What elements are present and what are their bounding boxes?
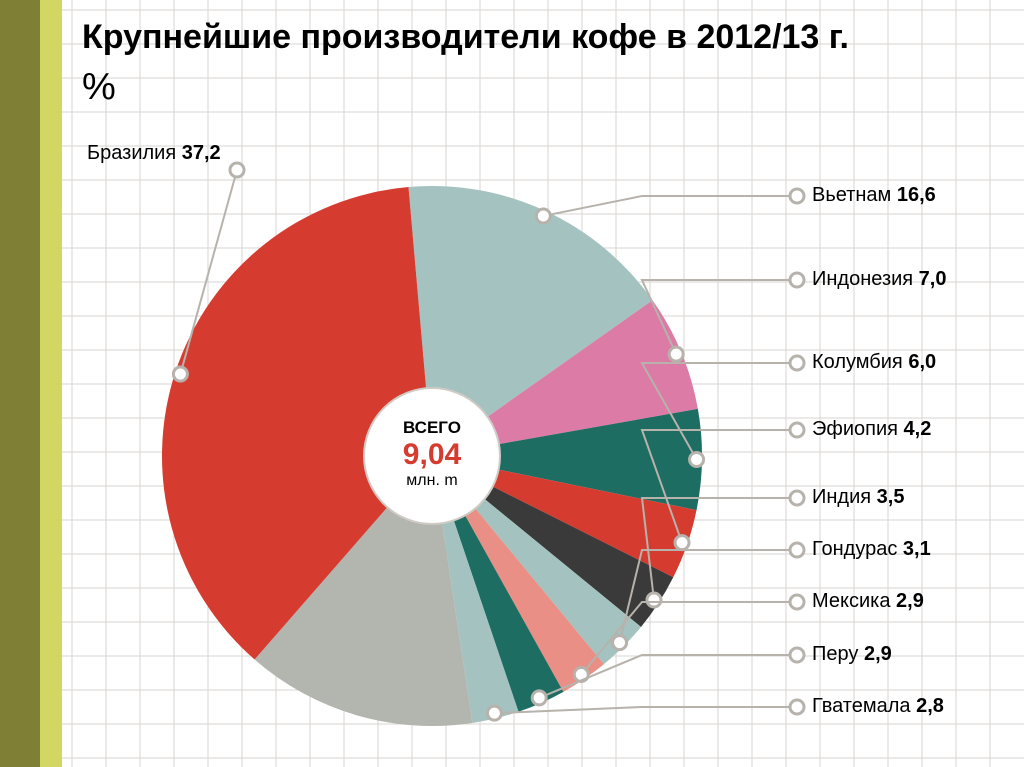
slice-label-brazil: Бразилия 37,2 [87,142,221,165]
slice-label-индонезия: Индонезия 7,0 [812,268,946,291]
slice-label-гватемала: Гватемала 2,8 [812,695,944,718]
slice-label-перу: Перу 2,9 [812,643,892,666]
chart-title: Крупнейшие производители кофе в 2012/13 … [82,18,849,57]
slice-label-вьетнам: Вьетнам 16,6 [812,184,936,207]
slice-label-эфиопия: Эфиопия 4,2 [812,418,931,441]
center-line2: 9,04 [377,438,487,472]
center-line1: ВСЕГО [377,418,487,438]
center-total: ВСЕГО 9,04 млн. m [377,418,487,490]
sidebar-stripe-light [40,0,62,767]
slice-label-гондурас: Гондурас 3,1 [812,538,931,561]
slice-label-колумбия: Колумбия 6,0 [812,351,936,374]
sidebar-stripe-dark [0,0,40,767]
center-line3: млн. m [377,472,487,490]
chart-page: Крупнейшие производители кофе в 2012/13 … [62,0,1024,767]
slice-label-мексика: Мексика 2,9 [812,590,924,613]
slice-label-индия: Индия 3,5 [812,486,904,509]
percent-symbol: % [82,66,116,109]
